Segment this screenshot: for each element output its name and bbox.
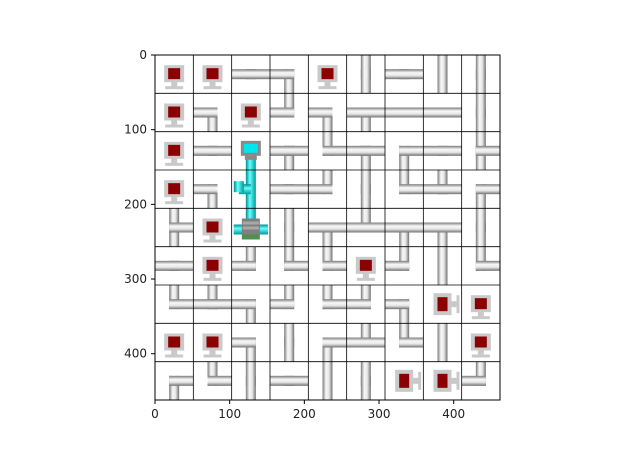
pipe-tile[interactable] — [475, 93, 486, 132]
board-frame — [154, 54, 501, 401]
monitor-tile[interactable] — [240, 103, 261, 128]
pipe-tile[interactable] — [385, 107, 424, 118]
y-tick-label: 0 — [139, 48, 147, 62]
pipe-tile[interactable] — [437, 323, 448, 362]
pipe-tile[interactable] — [360, 361, 371, 400]
pipe-tile[interactable] — [385, 222, 424, 247]
pipe-tile[interactable] — [245, 361, 256, 400]
x-tick-label: 200 — [293, 407, 316, 421]
pipe-tile[interactable] — [475, 184, 500, 209]
monitor-tile[interactable] — [164, 180, 185, 205]
pipe-tile[interactable] — [346, 208, 385, 233]
monitor-tile[interactable] — [202, 256, 223, 281]
pipe-tile[interactable] — [322, 285, 347, 310]
pipe-tile[interactable] — [193, 285, 232, 310]
y-axis: 0 100 200 300 400 — [124, 48, 155, 361]
pipe-tile[interactable] — [360, 55, 371, 94]
pipe-tile[interactable] — [437, 246, 448, 285]
pipe-tile[interactable] — [207, 361, 232, 386]
pipe-tile[interactable] — [270, 375, 309, 386]
pipe-tile[interactable] — [308, 222, 347, 247]
monitor-tile[interactable] — [470, 295, 491, 320]
pipe-tile[interactable] — [169, 285, 194, 310]
pipe-tile[interactable] — [399, 145, 424, 170]
pipe-tile[interactable] — [169, 375, 194, 400]
pipe-tile[interactable] — [437, 55, 448, 94]
pipe-tile[interactable] — [423, 107, 462, 118]
pipe-tile[interactable] — [385, 246, 410, 271]
monitor-tile[interactable] — [164, 333, 185, 358]
monitor-tile[interactable] — [164, 103, 185, 128]
pipe-tile[interactable] — [308, 170, 333, 195]
pipe-board — [155, 55, 500, 400]
pipe-tile[interactable] — [270, 285, 295, 310]
x-tick-label: 400 — [442, 407, 465, 421]
pipe-tile[interactable] — [193, 184, 218, 209]
pipe-tile[interactable] — [346, 145, 385, 170]
active-pipe-tile[interactable] — [233, 170, 256, 209]
pipe-tile[interactable] — [385, 299, 410, 324]
pipe-tile[interactable] — [322, 337, 347, 362]
pipe-tile[interactable] — [155, 260, 194, 271]
y-tick-label: 400 — [124, 347, 147, 361]
pipe-tile[interactable] — [231, 299, 256, 324]
pipe-tile[interactable] — [385, 69, 424, 80]
monitor-tile[interactable] — [202, 65, 223, 90]
pipe-tile[interactable] — [423, 145, 462, 156]
monitor-tile[interactable] — [433, 293, 460, 316]
pipe-tile[interactable] — [284, 208, 295, 247]
pipe-tile[interactable] — [193, 107, 218, 132]
monitor-tile[interactable] — [355, 256, 376, 281]
x-tick-label: 0 — [151, 407, 159, 421]
pipe-tile[interactable] — [322, 361, 333, 400]
pipe-tile[interactable] — [475, 246, 500, 271]
pipe-tile[interactable] — [475, 208, 486, 247]
monitor-tile[interactable] — [470, 333, 491, 358]
x-axis: 0 100 200 300 400 — [151, 400, 465, 421]
y-tick-label: 200 — [124, 197, 147, 211]
pipe-tile[interactable] — [270, 145, 309, 170]
monitor-tile[interactable] — [202, 333, 223, 358]
pipe-tile[interactable] — [322, 246, 347, 271]
pipe-tile[interactable] — [423, 170, 462, 195]
pipe-tile[interactable] — [475, 131, 500, 170]
pipe-tile[interactable] — [399, 170, 424, 195]
pipe-tile[interactable] — [270, 93, 295, 118]
active-monitor-tile[interactable] — [240, 140, 261, 170]
pipe-tile[interactable] — [231, 246, 256, 271]
monitor-tile[interactable] — [395, 369, 422, 392]
pipe-tile[interactable] — [346, 107, 385, 132]
monitor-tile[interactable] — [317, 65, 338, 90]
pipe-tile[interactable] — [193, 145, 232, 156]
pipe-tile[interactable] — [346, 285, 371, 310]
pipe-tile[interactable] — [475, 55, 486, 94]
pipe-tile[interactable] — [423, 222, 462, 247]
monitor-tile[interactable] — [164, 65, 185, 90]
monitor-tile[interactable] — [202, 218, 223, 243]
pipe-tile[interactable] — [399, 323, 424, 348]
pipe-tile[interactable] — [284, 323, 295, 362]
pipe-tile[interactable] — [169, 208, 194, 247]
server-source-tile[interactable] — [233, 208, 268, 240]
monitor-tile[interactable] — [433, 369, 460, 392]
y-tick-label: 100 — [124, 123, 147, 137]
pipe-tile[interactable] — [322, 131, 347, 156]
pipe-tile[interactable] — [270, 69, 295, 94]
monitor-tile[interactable] — [164, 141, 185, 166]
pipe-tile[interactable] — [461, 361, 486, 386]
x-tick-label: 100 — [218, 407, 241, 421]
y-tick-label: 300 — [124, 272, 147, 286]
pipe-tile[interactable] — [284, 246, 309, 271]
pipe-tile[interactable] — [231, 337, 256, 362]
pipe-tile[interactable] — [346, 323, 385, 348]
pipe-tile[interactable] — [231, 69, 270, 80]
x-tick-label: 300 — [368, 407, 391, 421]
pipe-tile[interactable] — [308, 107, 333, 132]
pipe-tile[interactable] — [270, 184, 309, 195]
pipe-tile[interactable] — [360, 170, 371, 209]
